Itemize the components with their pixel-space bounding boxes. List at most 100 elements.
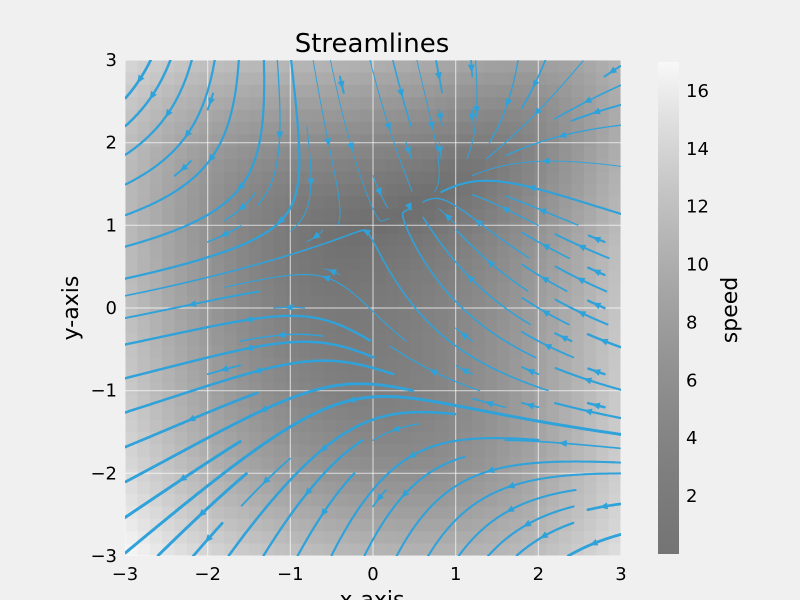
colorbar-label: speed bbox=[718, 277, 743, 343]
speed-cell bbox=[608, 357, 621, 371]
speed-cell bbox=[497, 494, 510, 507]
speed-cell bbox=[410, 270, 424, 284]
speed-cell bbox=[571, 159, 585, 173]
speed-cell bbox=[509, 394, 523, 408]
speed-cell bbox=[373, 134, 386, 148]
speed-cell bbox=[298, 357, 312, 371]
speed-cell bbox=[484, 171, 498, 185]
speed-cell bbox=[472, 419, 486, 433]
speed-cell bbox=[199, 444, 213, 458]
speed-cell bbox=[224, 382, 238, 396]
speed-cell bbox=[335, 357, 349, 371]
speed-cell bbox=[273, 444, 287, 458]
speed-cell bbox=[211, 258, 225, 272]
speed-cell bbox=[286, 221, 300, 235]
speed-cell bbox=[249, 382, 262, 396]
speed-cell bbox=[298, 295, 312, 309]
speed-cell bbox=[137, 283, 151, 297]
speed-cell bbox=[298, 109, 312, 123]
speed-cell bbox=[397, 506, 411, 520]
speed-cell bbox=[447, 469, 461, 483]
speed-cell bbox=[546, 407, 560, 421]
speed-cell bbox=[211, 394, 225, 408]
speed-cell bbox=[373, 295, 386, 309]
speed-cell bbox=[162, 345, 176, 359]
speed-cell bbox=[546, 109, 560, 123]
speed-cell bbox=[125, 184, 138, 197]
speed-cell bbox=[596, 543, 610, 556]
streamline-arrow bbox=[523, 519, 532, 527]
speed-cell bbox=[410, 432, 424, 445]
speed-cell bbox=[422, 159, 436, 173]
speed-cell bbox=[509, 134, 523, 148]
speed-cell bbox=[162, 171, 176, 185]
speed-cell bbox=[447, 320, 461, 334]
speed-cell bbox=[174, 345, 188, 359]
speed-cell bbox=[137, 419, 151, 433]
speed-cell bbox=[174, 146, 188, 160]
speed-cell bbox=[174, 394, 188, 408]
speed-cell bbox=[187, 146, 200, 160]
speed-cell bbox=[459, 419, 473, 433]
speed-cell bbox=[174, 60, 188, 73]
speed-cell bbox=[273, 72, 287, 86]
speed-cell bbox=[435, 469, 448, 483]
speed-cell bbox=[559, 531, 572, 545]
y-tick-label: −2 bbox=[90, 463, 117, 484]
speed-cell bbox=[546, 394, 560, 408]
speed-cell bbox=[211, 109, 225, 123]
speed-cell bbox=[509, 456, 523, 470]
speed-cell bbox=[410, 171, 424, 185]
speed-cell bbox=[149, 407, 163, 421]
speed-cell bbox=[534, 357, 548, 371]
speed-cell bbox=[608, 246, 621, 259]
speed-cell bbox=[435, 320, 448, 334]
speed-cell bbox=[162, 407, 176, 421]
speed-cell bbox=[410, 60, 424, 73]
speed-cell bbox=[273, 146, 287, 160]
speed-cell bbox=[224, 308, 238, 321]
speed-cell bbox=[373, 357, 386, 371]
speed-cell bbox=[571, 295, 585, 309]
streamline-arrow bbox=[208, 97, 215, 106]
speed-cell bbox=[261, 419, 275, 433]
speed-cell bbox=[273, 308, 287, 321]
speed-cell bbox=[236, 84, 250, 98]
speed-cell bbox=[484, 518, 498, 532]
speed-cell bbox=[484, 109, 498, 123]
speed-cell bbox=[224, 332, 238, 346]
speed-cell bbox=[534, 481, 548, 495]
speed-cell bbox=[608, 506, 621, 520]
speed-cell bbox=[348, 295, 362, 309]
speed-cell bbox=[521, 171, 535, 185]
speed-cell bbox=[422, 295, 436, 309]
speed-cell bbox=[323, 531, 337, 545]
speed-cell bbox=[410, 134, 424, 148]
speed-cell bbox=[385, 518, 399, 532]
speed-cell bbox=[236, 320, 250, 334]
speed-cell bbox=[137, 84, 151, 98]
speed-cell bbox=[422, 320, 436, 334]
speed-cell bbox=[497, 419, 510, 433]
speed-cell bbox=[286, 320, 300, 334]
speed-cell bbox=[546, 469, 560, 483]
speed-cell bbox=[484, 419, 498, 433]
speed-cell bbox=[149, 171, 163, 185]
speed-cell bbox=[360, 258, 374, 272]
speed-cell bbox=[534, 432, 548, 445]
speed-cell bbox=[385, 184, 399, 197]
speed-cell bbox=[484, 159, 498, 173]
speed-cell bbox=[187, 506, 200, 520]
speed-cell bbox=[385, 221, 399, 235]
speed-cell bbox=[472, 382, 486, 396]
speed-cell bbox=[174, 456, 188, 470]
speed-cell bbox=[311, 246, 324, 259]
speed-cell bbox=[335, 97, 349, 111]
speed-cell bbox=[435, 283, 448, 297]
speed-cell bbox=[249, 283, 262, 297]
speed-cell bbox=[224, 258, 238, 272]
streamline-arrow bbox=[538, 208, 548, 216]
speed-cell bbox=[571, 184, 585, 197]
speed-cell bbox=[249, 531, 262, 545]
speed-cell bbox=[261, 171, 275, 185]
